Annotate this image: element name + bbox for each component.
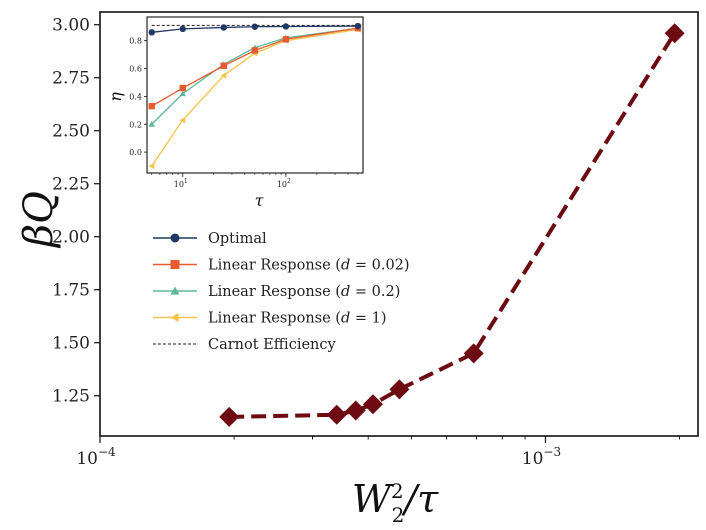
inset-series-line — [151, 27, 359, 107]
inset-x-tick-label: 102 — [277, 178, 291, 189]
inset-data-point — [220, 62, 227, 69]
legend-marker — [170, 313, 179, 322]
inset-series-line — [151, 28, 359, 167]
legend-label: Optimal — [208, 231, 267, 247]
legend-label: Linear Response (d = 1) — [208, 311, 387, 327]
y-tick-label: 1.25 — [52, 387, 90, 407]
inset-data-point — [148, 29, 155, 36]
inset-series-line — [151, 25, 358, 33]
legend-marker — [170, 260, 180, 269]
inset-plot: 0.0 0.2 0.4 0.6 0.8 101 102 η τ — [106, 16, 364, 210]
inset-x-axis-label: τ — [255, 191, 265, 210]
legend-entry: Linear Response (d = 1) — [153, 311, 387, 327]
inset-data-point — [282, 36, 290, 43]
inset-data-point — [179, 116, 186, 124]
inset-data-point — [354, 22, 362, 30]
legend-marker — [170, 233, 180, 243]
inset-data-point — [220, 72, 227, 79]
legend-label-text: Optimal — [208, 231, 267, 247]
legend-label-var: d — [341, 284, 350, 300]
y-tick-label: 1.75 — [52, 281, 90, 301]
legend-marker — [170, 286, 180, 295]
inset-data-point — [148, 121, 155, 127]
inset-x-tick-label: 101 — [174, 178, 188, 189]
inset-data-point — [179, 90, 186, 97]
y-tick-label: 3.00 — [52, 16, 90, 36]
y-tick-label: 1.50 — [52, 334, 90, 354]
inset-series-line — [151, 27, 359, 125]
y-axis-label: βQ — [16, 191, 62, 249]
main-data-point — [219, 406, 240, 427]
legend-label-value: = 1 — [350, 311, 381, 327]
x-tick-exponent: −4 — [98, 445, 116, 459]
main-data-point — [326, 404, 347, 425]
legend-label-text: Linear Response ( — [208, 311, 341, 327]
inset-x-tick-exponent: 1 — [184, 178, 188, 185]
legend-entry: Carnot Efficiency — [153, 337, 336, 353]
legend-entry: Linear Response (d = 0.02) — [153, 258, 410, 274]
legend-label-var: d — [341, 311, 350, 327]
y-tick-label: 2.00 — [52, 228, 90, 248]
main-data-point — [345, 400, 366, 421]
inset-x-tick-exponent: 2 — [287, 178, 291, 185]
inset-data-point — [148, 162, 155, 170]
legend-label-value: = 0.2 — [350, 284, 394, 300]
x-tick-label: 10−3 — [522, 445, 561, 469]
inset-y-tick-label: 0.8 — [129, 37, 142, 46]
legend-label-text: Carnot Efficiency — [208, 337, 336, 353]
x-label-sub: 2 — [392, 503, 405, 527]
legend-label-suffix: ) — [395, 284, 401, 300]
x-axis-label: W2 2/τ — [352, 477, 439, 527]
inset-y-tick-label: 0.0 — [129, 148, 142, 157]
inset-data-point — [148, 102, 155, 110]
y-tick-label: 2.75 — [52, 69, 90, 89]
legend-label-var: d — [341, 258, 350, 274]
legend-label-suffix: ) — [381, 311, 387, 327]
main-plot: 1.25 1.50 1.75 2.00 2.25 2.50 2.75 3.00 10−4 10−3… — [16, 11, 699, 527]
legend-label: Linear Response (d = 0.2) — [208, 284, 400, 300]
x-label-rest: /τ — [400, 477, 439, 521]
y-tick-label: 2.25 — [52, 175, 90, 195]
x-label-base: W — [352, 477, 394, 521]
inset-data-point — [282, 23, 290, 30]
main-axes-frame — [99, 11, 699, 437]
inset-data-point — [179, 84, 186, 92]
main-data-point — [362, 394, 383, 415]
main-data-point — [463, 343, 484, 364]
inset-axes-frame — [146, 16, 364, 174]
inset-y-tick-label: 0.6 — [129, 65, 142, 74]
inset-y-axis-label: η — [106, 92, 125, 102]
inset-data-point — [220, 24, 227, 31]
x-label-sup: 2 — [391, 479, 404, 503]
legend-label-text: Linear Response ( — [208, 284, 341, 300]
legend-label: Carnot Efficiency — [208, 337, 336, 353]
inset-background — [147, 17, 363, 173]
x-tick-label: 10−4 — [76, 445, 116, 469]
inset-y-tick-label: 0.4 — [129, 92, 142, 101]
legend-label: Linear Response (d = 0.02) — [208, 258, 410, 274]
main-data-point — [389, 379, 410, 400]
legend-label-text: Linear Response ( — [208, 258, 341, 274]
legend-label-suffix: ) — [404, 258, 410, 274]
inset-y-tick-label: 0.2 — [129, 120, 142, 129]
main-data-point — [664, 23, 685, 44]
y-tick-label: 2.50 — [52, 122, 90, 142]
x-tick-exponent: −3 — [543, 445, 561, 459]
inset-data-point — [251, 23, 259, 30]
inset-data-point — [251, 47, 259, 54]
legend-entry: Optimal — [153, 231, 267, 247]
legend-label-value: = 0.02 — [350, 258, 404, 274]
legend-entry: Linear Response (d = 0.2) — [153, 284, 400, 300]
inset-data-point — [179, 25, 186, 33]
